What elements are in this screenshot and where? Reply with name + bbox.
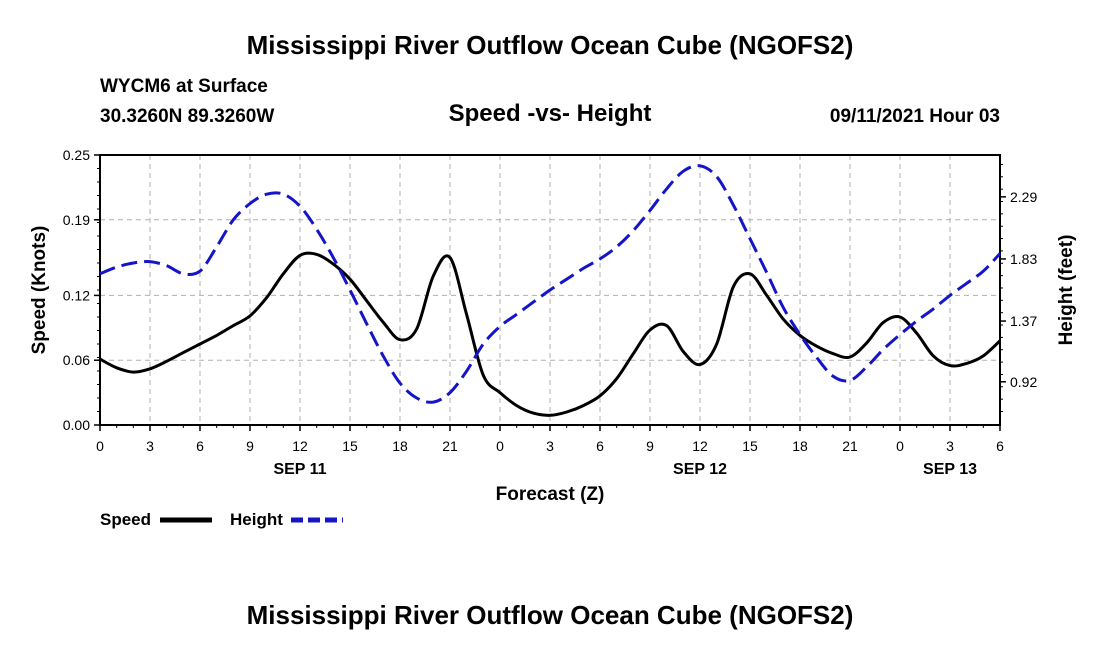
x-tick-label: 12 <box>692 438 708 454</box>
forecast-datetime: 09/11/2021 Hour 03 <box>829 106 1000 127</box>
x-tick-label: 21 <box>442 438 458 454</box>
legend-speed-label: Speed <box>100 510 151 529</box>
x-tick-label: 18 <box>392 438 408 454</box>
x-tick-label: 6 <box>196 438 204 454</box>
x-tick-label: 9 <box>246 438 254 454</box>
speed-series-line <box>99 251 1002 417</box>
x-tick-label: 3 <box>946 438 954 454</box>
x-day-label: SEP 11 <box>273 461 326 478</box>
y-tick-label: 0.00 <box>63 417 90 433</box>
x-tick-label: 9 <box>646 438 654 454</box>
legend-height-label: Height <box>230 510 283 529</box>
x-tick-label: 6 <box>996 438 1004 454</box>
grid-lines <box>100 155 1000 425</box>
y-tick-label: 0.12 <box>63 287 90 303</box>
y2-tick-label: 0.92 <box>1010 374 1037 390</box>
axes: 0 3 6 9 12 15 18 21 0 3 6 9 12 15 18 21 0 3 6 SEP 11 SEP 12 S… <box>63 147 1038 478</box>
x-tick-label: 15 <box>342 438 358 454</box>
page-title-top: Mississippi River Outflow Ocean Cube (NG… <box>246 30 854 60</box>
x-tick-label: 12 <box>292 438 308 454</box>
chart-subtitle: Speed -vs- Height <box>448 100 652 127</box>
series-lines <box>99 164 1002 417</box>
y-tick-label: 0.19 <box>63 212 90 228</box>
page-title-bottom: Mississippi River Outflow Ocean Cube (NG… <box>246 600 854 630</box>
y2-axis-label: Height (feet) <box>1056 235 1077 346</box>
y-tick-label: 0.25 <box>63 147 90 163</box>
x-day-label: SEP 12 <box>673 461 727 478</box>
y2-tick-label: 1.83 <box>1010 251 1037 267</box>
x-tick-label: 18 <box>792 438 808 454</box>
y-tick-label: 0.06 <box>63 352 90 368</box>
x-tick-label: 0 <box>96 438 104 454</box>
x-day-label: SEP 13 <box>923 461 977 478</box>
station-coordinates: 30.3260N 89.3260W <box>100 106 275 127</box>
x-tick-label: 3 <box>546 438 554 454</box>
x-tick-label: 6 <box>596 438 604 454</box>
height-series-line <box>99 164 1002 404</box>
x-tick-label: 0 <box>896 438 904 454</box>
x-axis-label: Forecast (Z) <box>496 484 605 505</box>
y-axis-label: Speed (Knots) <box>29 226 50 355</box>
x-tick-label: 3 <box>146 438 154 454</box>
y2-tick-label: 2.29 <box>1010 189 1037 205</box>
y2-tick-label: 1.37 <box>1010 313 1037 329</box>
station-label: WYCM6 at Surface <box>100 76 268 97</box>
x-tick-label: 21 <box>842 438 858 454</box>
x-tick-label: 15 <box>742 438 758 454</box>
x-tick-label: 0 <box>496 438 504 454</box>
